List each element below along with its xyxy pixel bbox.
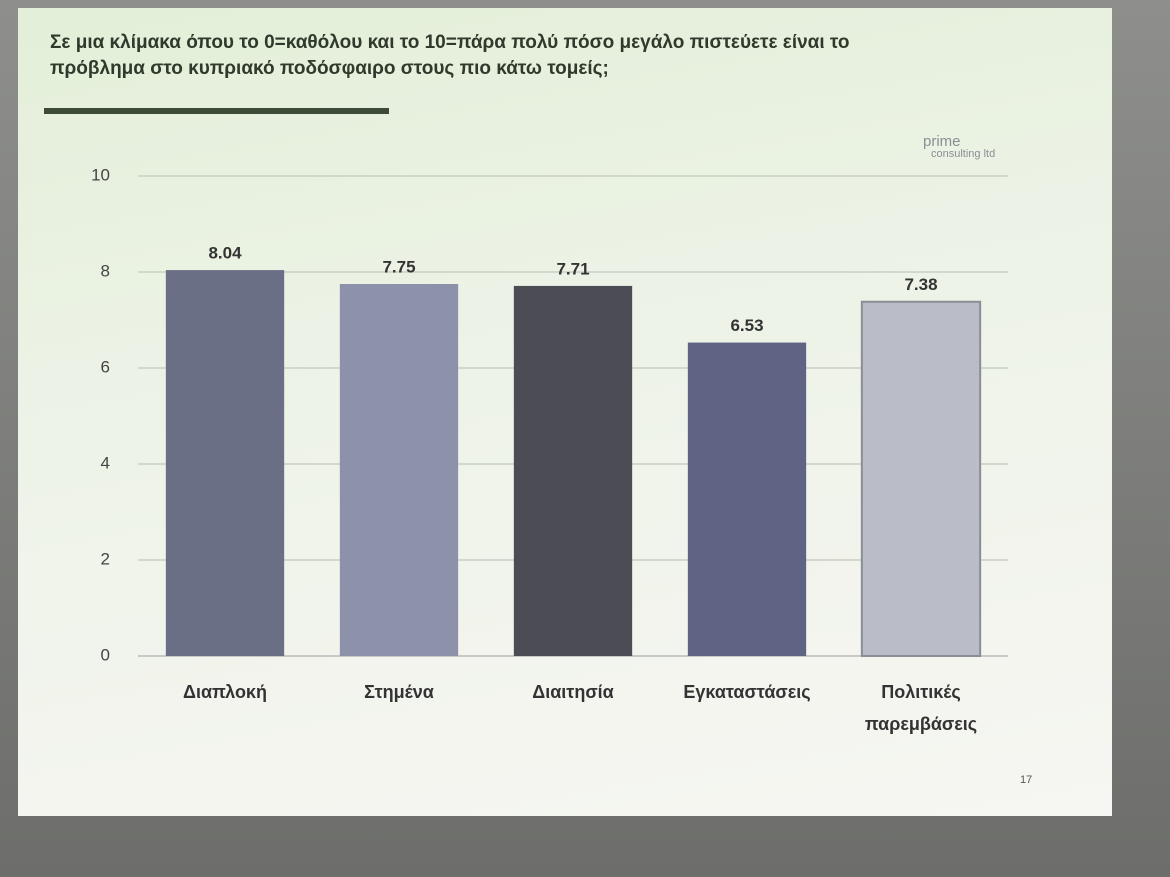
chart: 0 2 4 6 8 10 8.04 7.75 7.71 6.53 7.38 <box>91 165 1008 664</box>
bar <box>860 300 982 657</box>
y-tick-label: 6 <box>101 357 110 376</box>
logo-subtitle: consulting ltd <box>931 148 996 160</box>
x-tick-label: Διαιτησία <box>532 682 614 702</box>
y-tick-label: 4 <box>101 453 110 472</box>
value-label: 7.75 <box>382 257 415 276</box>
page-number: 17 <box>1020 774 1033 786</box>
x-tick-label: Διαπλοκή <box>183 682 267 702</box>
title-underline <box>44 108 389 114</box>
x-tick-label: Εγκαταστάσεις <box>683 682 811 702</box>
value-label: 7.71 <box>556 259 589 278</box>
bar <box>165 270 285 656</box>
y-tick-label: 8 <box>101 261 110 280</box>
chart-title: Σε μια κλίμακα όπου το 0=καθόλου και το … <box>50 32 850 79</box>
bar <box>339 284 459 656</box>
x-tick-label: Πολιτικές παρεμβάσεις <box>864 682 978 734</box>
logo: prime consulting ltd <box>923 133 996 160</box>
value-label: 7.38 <box>904 275 937 294</box>
value-label: 8.04 <box>208 244 242 263</box>
bar <box>687 342 807 656</box>
logo-name: prime <box>923 133 961 150</box>
x-tick-label: Στημένα <box>364 682 434 702</box>
y-tick-label: 10 <box>91 165 110 184</box>
y-tick-label: 2 <box>101 549 110 568</box>
y-tick-label: 0 <box>101 645 110 664</box>
value-label: 6.53 <box>730 316 763 335</box>
bar <box>513 285 633 656</box>
slide: Σε μια κλίμακα όπου το 0=καθόλου και το … <box>18 8 1112 816</box>
